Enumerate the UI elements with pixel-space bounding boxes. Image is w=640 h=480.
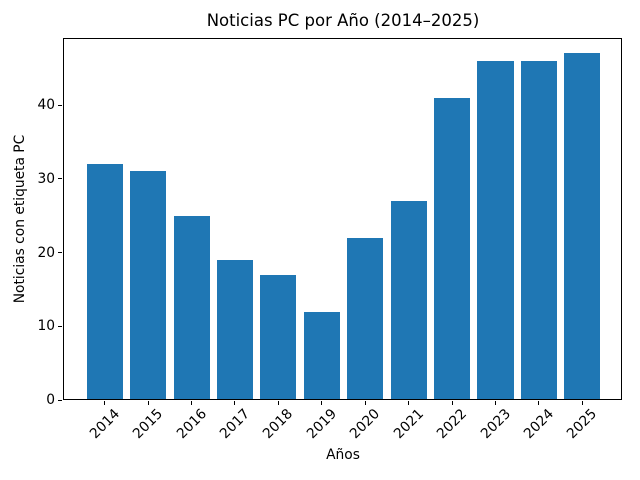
x-tick-label: 2016 [173,405,210,443]
y-tick-label: 10 [37,318,55,335]
bar-2021 [390,200,427,400]
bars-container: 2014 2015 2016 2017 2018 2019 2020 2021 2022 2023… [83,38,604,442]
x-tick-label: 2025 [564,405,601,443]
bar-2024 [520,60,557,400]
y-tick-mark [58,325,62,327]
x-tick-label: 2021 [390,405,427,443]
x-tick-label: 2023 [477,405,514,443]
x-tick-label: 2018 [260,405,297,443]
bar-2016 [173,215,210,400]
y-tick-mark [58,178,62,180]
y-tick-label: 0 [46,392,55,408]
bar-2018 [260,274,297,400]
x-tick-mark [538,401,540,405]
y-tick-mark [58,104,62,106]
x-tick-mark [495,401,496,405]
bar-2015 [130,171,167,400]
x-tick-mark [277,401,279,405]
bar-slot: 2018 [257,38,300,442]
y-axis-label: Noticias con etiqueta PC [12,134,28,304]
bar-2017 [216,259,253,400]
bar-slot: 2017 [213,38,256,442]
x-tick-mark [104,401,106,405]
bar-slot: 2016 [170,38,213,442]
y-tick-label: 20 [37,244,55,261]
bar-2014 [86,164,123,400]
bar-2025 [564,53,601,400]
x-tick-mark [364,401,366,405]
bar-slot: 2015 [126,38,169,442]
x-tick-label: 2024 [520,405,557,443]
bar-slot: 2014 [83,38,126,442]
bar-2023 [477,60,514,400]
bar-slot: 2020 [344,38,387,442]
bar-2020 [347,237,384,400]
x-tick-mark [581,401,583,405]
bar-slot: 2021 [387,38,430,442]
bar-slot: 2022 [430,38,473,442]
x-tick-label: 2015 [130,405,167,443]
x-tick-label: 2020 [347,405,384,443]
x-tick-mark [408,401,410,405]
x-axis-label: Años [326,447,360,463]
bar-slot: 2024 [517,38,560,442]
y-tick-label: 30 [37,170,55,187]
y-tick-mark [58,252,62,254]
x-tick-mark [451,401,453,405]
x-tick-label: 2022 [434,405,471,443]
x-tick-label: 2014 [86,405,123,443]
chart-title: Noticias PC por Año (2014–2025) [206,11,480,30]
bar-slot: 2019 [300,38,343,442]
y-tick-label: 40 [37,97,55,114]
bar-2022 [434,97,471,400]
x-tick-mark [147,401,149,405]
x-tick-label: 2019 [303,405,340,443]
y-tick-mark [58,399,62,401]
x-tick-mark [234,401,236,405]
x-tick-label: 2017 [216,405,254,443]
bar-2019 [303,311,340,400]
x-tick-mark [321,401,323,405]
x-tick-mark [191,401,193,405]
bar-slot: 2023 [474,38,517,442]
bar-slot: 2025 [561,38,604,442]
plot-area: 2014 2015 2016 2017 2018 2019 2020 2021 2022 2023… [37,38,622,442]
